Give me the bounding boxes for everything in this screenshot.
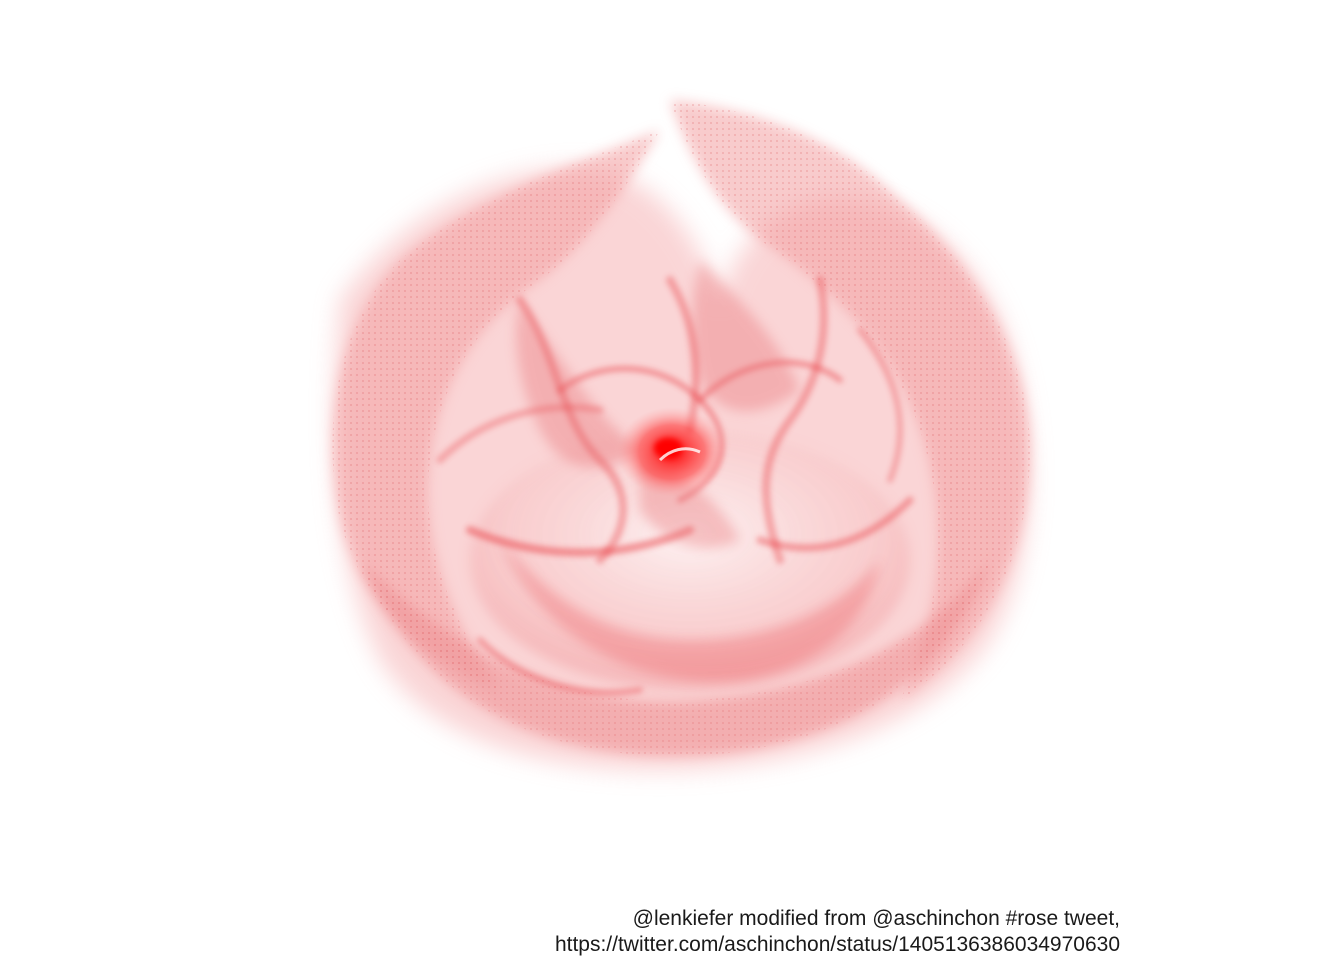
left-petal [332,130,660,690]
bottom-petal [360,560,990,757]
attribution-caption: @lenkiefer modified from @aschinchon #ro… [555,906,1120,958]
right-petal [670,100,1030,700]
caption-line-1: @lenkiefer modified from @aschinchon #ro… [632,907,1120,930]
caption-line-2: https://twitter.com/aschinchon/status/14… [554,933,1120,956]
inner-bowl [470,430,910,690]
rose-center [617,407,727,497]
